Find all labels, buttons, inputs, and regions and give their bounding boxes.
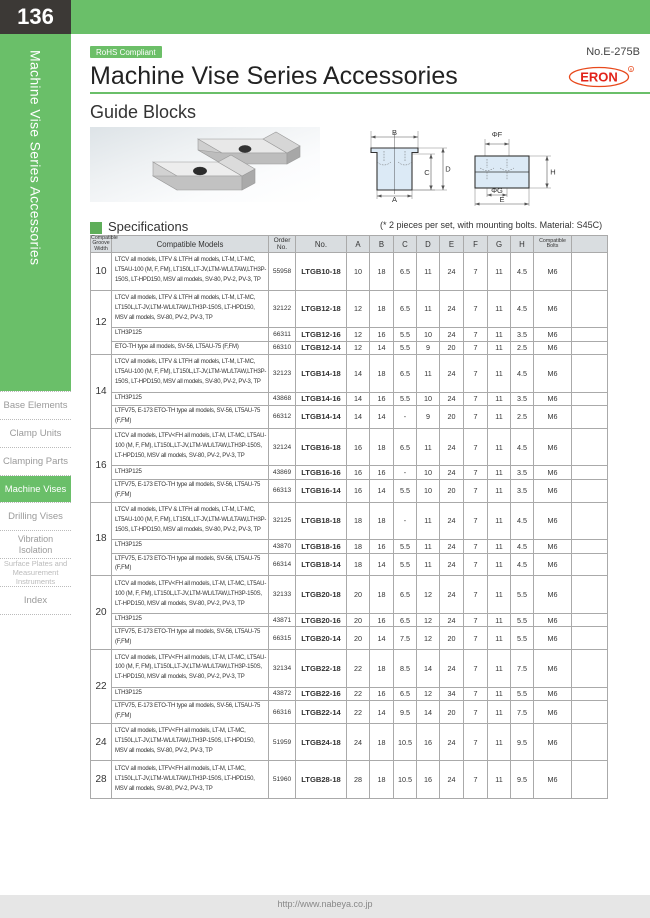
- svg-text:ΦF: ΦF: [492, 130, 503, 139]
- svg-text:R: R: [630, 68, 633, 72]
- svg-text:C: C: [424, 168, 430, 177]
- svg-text:E: E: [499, 195, 504, 204]
- svg-text:ERON: ERON: [580, 70, 618, 85]
- svg-text:A: A: [392, 195, 397, 203]
- svg-text:H: H: [550, 168, 555, 177]
- svg-text:D: D: [445, 165, 451, 174]
- svg-text:ΦG: ΦG: [491, 186, 503, 195]
